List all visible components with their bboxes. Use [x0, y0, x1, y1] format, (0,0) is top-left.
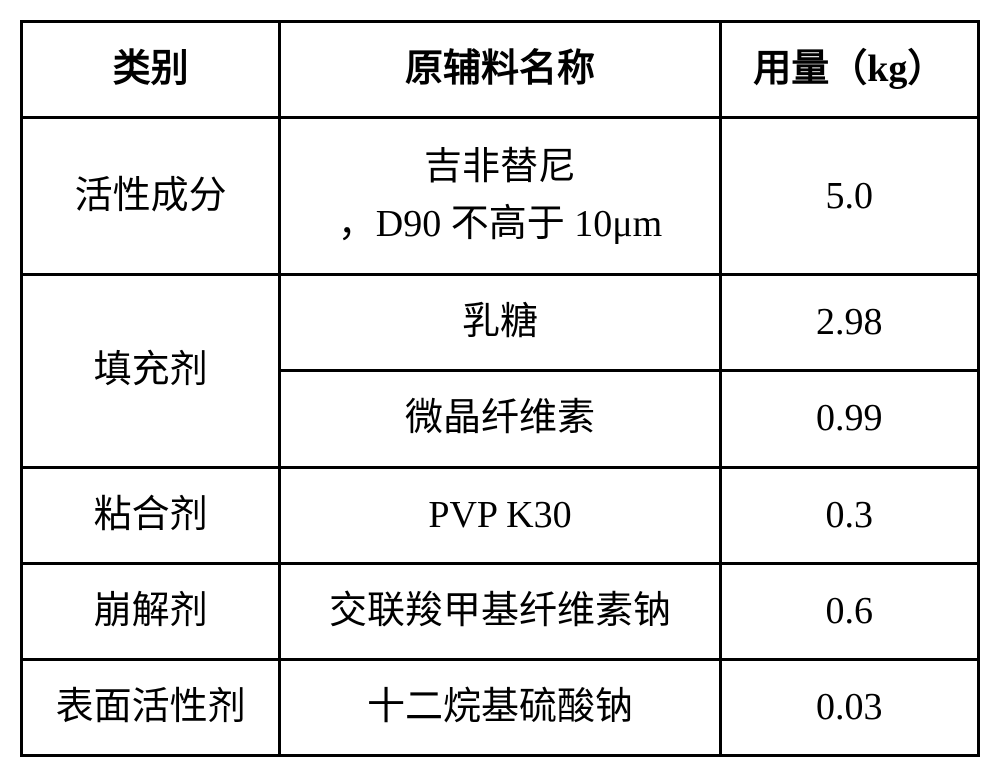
- name-line2: ，D90 不高于 10μm: [338, 203, 662, 245]
- cell-name: 交联羧甲基纤维素钠: [280, 563, 720, 659]
- cell-category: 崩解剂: [22, 563, 280, 659]
- cell-amount: 2.98: [720, 275, 978, 371]
- cell-name: PVP K30: [280, 467, 720, 563]
- header-category: 类别: [22, 22, 280, 118]
- cell-amount: 0.03: [720, 659, 978, 755]
- table-row: 表面活性剂 十二烷基硫酸钠 0.03: [22, 659, 979, 755]
- cell-category: 粘合剂: [22, 467, 280, 563]
- formulation-table: 类别 原辅料名称 用量（kg） 活性成分 吉非替尼 ，D90 不高于 10μm …: [20, 20, 980, 757]
- cell-amount: 0.99: [720, 371, 978, 467]
- table-row: 粘合剂 PVP K30 0.3: [22, 467, 979, 563]
- formulation-table-container: 类别 原辅料名称 用量（kg） 活性成分 吉非替尼 ，D90 不高于 10μm …: [20, 20, 980, 757]
- cell-name: 乳糖: [280, 275, 720, 371]
- cell-name: 吉非替尼 ，D90 不高于 10μm: [280, 118, 720, 275]
- table-row: 崩解剂 交联羧甲基纤维素钠 0.6: [22, 563, 979, 659]
- cell-category: 表面活性剂: [22, 659, 280, 755]
- table-row: 填充剂 乳糖 2.98: [22, 275, 979, 371]
- cell-category: 活性成分: [22, 118, 280, 275]
- cell-amount: 0.6: [720, 563, 978, 659]
- name-line1: 吉非替尼: [424, 146, 576, 188]
- table-header-row: 类别 原辅料名称 用量（kg）: [22, 22, 979, 118]
- table-row: 活性成分 吉非替尼 ，D90 不高于 10μm 5.0: [22, 118, 979, 275]
- cell-amount: 0.3: [720, 467, 978, 563]
- cell-amount: 5.0: [720, 118, 978, 275]
- header-name: 原辅料名称: [280, 22, 720, 118]
- cell-name: 微晶纤维素: [280, 371, 720, 467]
- cell-category: 填充剂: [22, 275, 280, 467]
- cell-name: 十二烷基硫酸钠: [280, 659, 720, 755]
- header-amount: 用量（kg）: [720, 22, 978, 118]
